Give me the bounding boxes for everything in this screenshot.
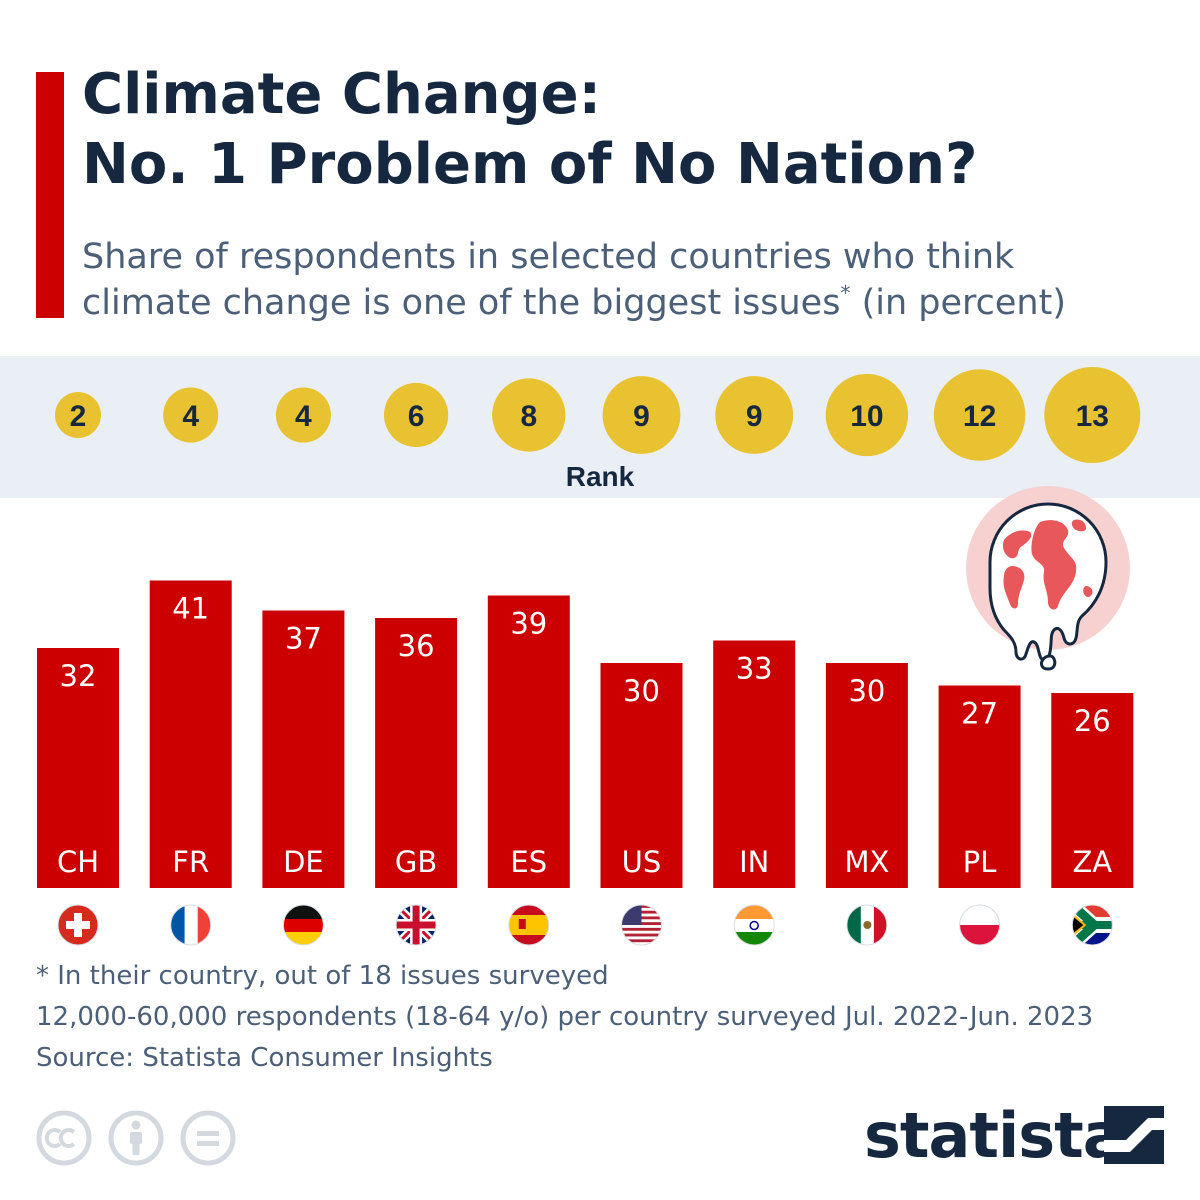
- category-label: US: [622, 845, 662, 879]
- rank-value: 13: [1076, 400, 1109, 433]
- rank-value: 9: [746, 400, 763, 433]
- source-text: Source: Statista Consumer Insights: [36, 1043, 493, 1073]
- bar-value-label: 30: [623, 674, 660, 708]
- rank-value: 2: [70, 400, 87, 433]
- subtitle-line-2-tail: (in percent): [850, 283, 1066, 323]
- bar: [825, 663, 908, 888]
- rank-value: 9: [633, 400, 650, 433]
- category-label: DE: [283, 845, 324, 879]
- creative-commons-icon[interactable]: [36, 1110, 92, 1166]
- bar-value-label: 37: [285, 622, 322, 656]
- no-derivatives-icon[interactable]: [180, 1110, 236, 1166]
- bar: [375, 618, 458, 888]
- method-text: 12,000-60,000 respondents (18-64 y/o) pe…: [36, 1002, 1094, 1032]
- category-label: ES: [510, 845, 547, 879]
- statista-logo-text[interactable]: statista: [864, 1099, 1125, 1172]
- notes: * In their country, out of 18 issues sur…: [36, 956, 1093, 1079]
- flag-de-icon: [282, 904, 324, 946]
- bar: [149, 580, 232, 888]
- bar: [1051, 693, 1134, 888]
- bar: [487, 595, 570, 888]
- rank-value: 8: [520, 400, 537, 433]
- footnote-text: * In their country, out of 18 issues sur…: [36, 961, 609, 991]
- rank-circle: [384, 382, 449, 448]
- flag-gb-icon: [395, 904, 437, 946]
- title-accent-bar: [36, 72, 64, 318]
- rank-circle: [55, 392, 101, 438]
- flag-in-icon: [733, 904, 775, 946]
- title-line-1: Climate Change:: [82, 62, 601, 127]
- category-label: GB: [395, 845, 437, 879]
- bar-value-label: 33: [736, 652, 773, 686]
- attribution-icon[interactable]: [108, 1110, 164, 1166]
- rank-row: 2 4 4 6 8 9 9 10 12 13: [55, 367, 1141, 463]
- bar-value-label: 26: [1074, 704, 1111, 738]
- bar-series: 32 CH 41 FR 37 DE 36 GB 39 ES 30 US 33 IN 30 MX 27 PL 26 ZA: [37, 580, 1134, 888]
- bar-value-label: 36: [398, 629, 435, 663]
- bar: [37, 648, 119, 888]
- bar-value-label: 30: [848, 674, 885, 708]
- flag-ch-icon: [57, 904, 99, 946]
- rank-value: 10: [850, 400, 883, 433]
- flag-us-icon: [621, 904, 662, 946]
- statista-logo-icon[interactable]: [1104, 1106, 1164, 1164]
- flag-fr-icon: [170, 904, 212, 946]
- category-label: MX: [844, 845, 889, 879]
- category-label: IN: [739, 845, 769, 879]
- rank-circle: [275, 387, 331, 443]
- flag-mx-icon: [846, 904, 888, 946]
- rank-value: 12: [963, 400, 996, 433]
- rank-value: 4: [182, 400, 199, 433]
- bar: [938, 685, 1021, 888]
- subtitle: Share of respondents in selected countri…: [82, 234, 1066, 326]
- category-label: FR: [172, 845, 209, 879]
- melting-globe-icon: [966, 486, 1130, 671]
- title-line-2: No. 1 Problem of No Nation?: [82, 132, 978, 197]
- rank-value: 4: [295, 400, 312, 433]
- flag-pl-icon: [959, 904, 1001, 946]
- bar-value-label: 27: [961, 697, 998, 731]
- category-label: PL: [963, 845, 997, 879]
- subtitle-line-2-text: climate change is one of the biggest iss…: [82, 283, 841, 323]
- rank-circle: [602, 376, 681, 454]
- bar: [713, 640, 796, 888]
- rank-circle: [933, 369, 1026, 461]
- subtitle-line-2: climate change is one of the biggest iss…: [82, 280, 1066, 326]
- bar-value-label: 39: [510, 607, 547, 641]
- page-title: Climate Change: No. 1 Problem of No Nati…: [82, 60, 977, 200]
- category-label: CH: [57, 845, 99, 879]
- flag-za-icon: [1071, 904, 1113, 946]
- category-label: ZA: [1072, 845, 1112, 879]
- rank-circle: [492, 378, 566, 452]
- rank-circle: [825, 373, 909, 457]
- flag-row: [57, 904, 1113, 946]
- footnote-marker: *: [840, 281, 851, 305]
- rank-circle: [1044, 367, 1141, 463]
- bar: [262, 610, 345, 888]
- rank-circle: [163, 387, 219, 443]
- rank-value: 6: [408, 400, 425, 433]
- rank-circle: [715, 376, 794, 454]
- bar-value-label: 41: [172, 592, 209, 626]
- rank-label: Rank: [566, 461, 635, 492]
- bar-value-label: 32: [60, 659, 97, 693]
- bar: [600, 663, 683, 888]
- flag-es-icon: [508, 904, 550, 946]
- subtitle-line-1: Share of respondents in selected countri…: [82, 237, 1015, 277]
